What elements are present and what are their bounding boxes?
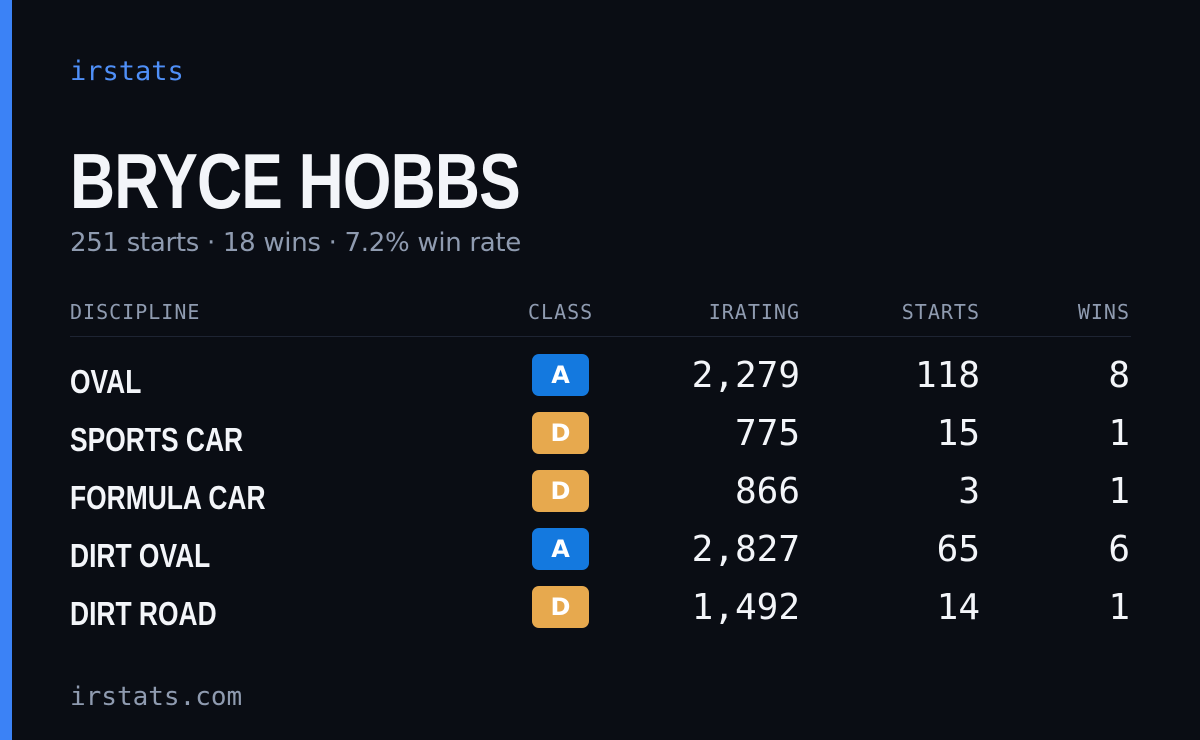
class-badge: D	[532, 586, 589, 628]
class-badge: D	[532, 412, 589, 454]
starts-value: 118	[914, 355, 980, 396]
table-row: DIRT OVAL A 2,827 65 6	[70, 528, 1131, 586]
class-badge: A	[532, 528, 589, 570]
wins-value: 1	[1108, 471, 1130, 512]
header-class: CLASS	[528, 300, 594, 324]
header-discipline: DISCIPLINE	[70, 300, 201, 324]
accent-bar	[0, 0, 12, 740]
table-row: DIRT ROAD D 1,492 14 1	[70, 586, 1131, 644]
irating-value: 775	[734, 413, 800, 454]
driver-summary: 251 starts · 18 wins · 7.2% win rate	[70, 228, 522, 258]
table-header: DISCIPLINE CLASS IRATING STARTS WINS	[70, 296, 1131, 337]
brand-logo: irstats	[70, 56, 184, 87]
irating-value: 866	[734, 471, 800, 512]
discipline-name: OVAL	[70, 363, 142, 400]
driver-name: BRYCE HOBBS	[70, 137, 521, 225]
wins-value: 8	[1108, 355, 1130, 396]
header-wins: WINS	[1077, 300, 1130, 324]
wins-value: 1	[1108, 587, 1130, 628]
irating-value: 2,279	[691, 355, 800, 396]
footer-url: irstats.com	[70, 682, 243, 712]
table-row: OVAL A 2,279 118 8	[70, 354, 1131, 412]
irating-value: 1,492	[691, 587, 800, 628]
header-irating: IRATING	[708, 300, 800, 324]
discipline-name: SPORTS CAR	[70, 421, 244, 458]
discipline-name: DIRT ROAD	[70, 595, 217, 632]
header-starts: STARTS	[901, 300, 980, 324]
table-row: SPORTS CAR D 775 15 1	[70, 412, 1131, 470]
starts-value: 3	[958, 471, 980, 512]
discipline-name: DIRT OVAL	[70, 537, 211, 574]
stats-table: DISCIPLINE CLASS IRATING STARTS WINS OVA…	[70, 296, 1131, 632]
table-row: FORMULA CAR D 866 3 1	[70, 470, 1131, 528]
starts-value: 65	[936, 529, 980, 570]
wins-value: 6	[1108, 529, 1130, 570]
discipline-name: FORMULA CAR	[70, 479, 266, 516]
wins-value: 1	[1108, 413, 1130, 454]
class-badge: A	[532, 354, 589, 396]
irating-value: 2,827	[691, 529, 800, 570]
starts-value: 15	[936, 413, 980, 454]
starts-value: 14	[936, 587, 980, 628]
class-badge: D	[532, 470, 589, 512]
